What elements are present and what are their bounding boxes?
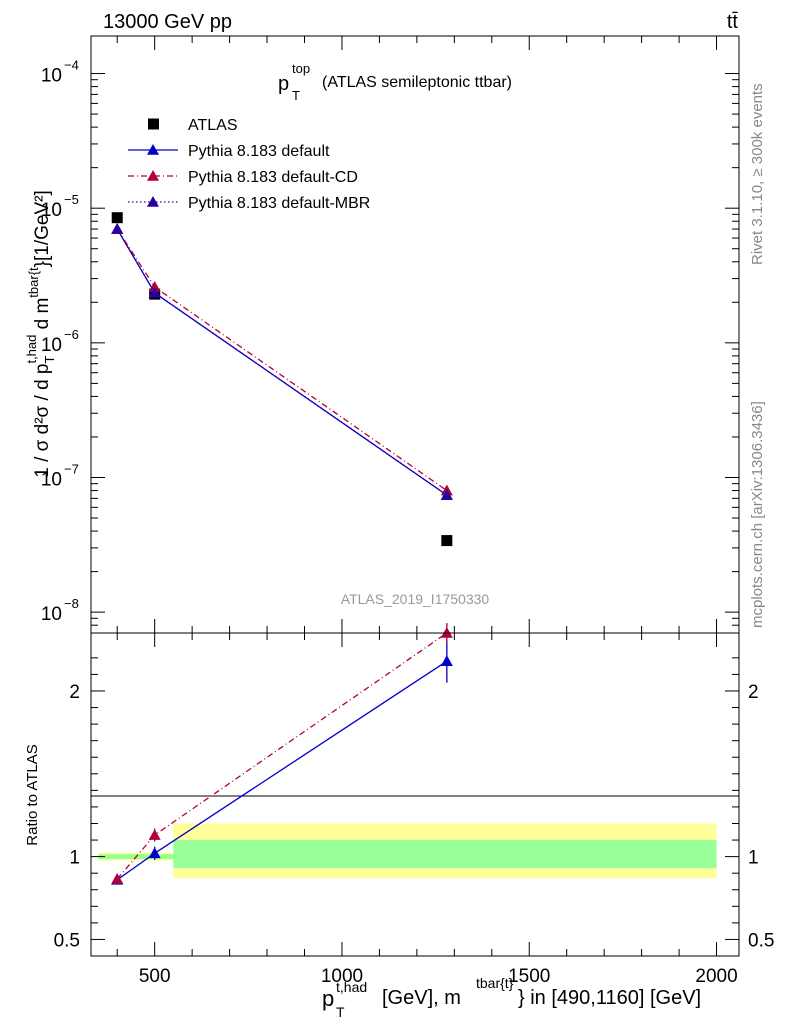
title-p: p xyxy=(278,73,289,95)
legend-label: Pythia 8.183 default-MBR xyxy=(188,195,370,212)
ratio-bands xyxy=(98,823,717,879)
main-y-tick-label: 10 xyxy=(41,604,62,625)
x-axis-label: p T t,had [GeV], m tbar{t} } in [490,116… xyxy=(322,975,701,1020)
ratio-plot-frame xyxy=(90,632,740,957)
series-line-solid xyxy=(116,228,448,496)
ratio-y-axis: 0.5 0.5 1 1 2 2 xyxy=(54,657,774,951)
ratio-x-axis: 500 1000 1500 2000 xyxy=(116,633,738,987)
x-tick-label: 2000 xyxy=(695,966,737,987)
main-y-tick-label: 10 xyxy=(41,200,62,221)
legend-label: Pythia 8.183 default xyxy=(188,143,330,160)
legend-marker-atlas xyxy=(148,118,159,130)
energy-label: 13000 GeV pp xyxy=(103,11,232,33)
series-line-dashdot xyxy=(116,228,448,492)
xlabel-mid: [GeV], m xyxy=(382,987,461,1009)
series-line-dotted xyxy=(116,228,448,496)
ratio-marker-dashdot xyxy=(440,627,453,638)
main-y-tick-label: 10 xyxy=(41,469,62,490)
analysis-label: ATLAS_2019_I1750330 xyxy=(341,591,490,607)
ratio-y-tick-label: 1 xyxy=(69,848,80,869)
x-tick-label: 1500 xyxy=(508,966,550,987)
title-sup: top xyxy=(292,61,310,76)
ratio-y-tick-label-right: 2 xyxy=(748,682,759,703)
main-y-tick-exp: −4 xyxy=(64,58,79,73)
legend-marker-solid xyxy=(147,144,159,155)
ratio-y-tick-label-right: 0.5 xyxy=(748,930,774,951)
series-marker-dotted xyxy=(148,286,161,298)
main-x-axis xyxy=(116,36,718,633)
plot-title: p top T (ATLAS semileptonic ttbar) xyxy=(278,61,512,103)
legend-label: ATLAS xyxy=(188,117,238,134)
ratio-y-tick-label: 2 xyxy=(69,682,80,703)
atlas-data-point xyxy=(441,535,453,547)
xlabel-sup: t,had xyxy=(336,979,367,995)
x-tick-label: 1000 xyxy=(321,966,363,987)
x-tick-label: 500 xyxy=(139,966,171,987)
ratio-marker-solid xyxy=(148,847,161,859)
xlabel-sup2: tbar{t} xyxy=(476,975,514,991)
source-label: mcplots.cern.ch [arXiv:1306.3436] xyxy=(749,401,766,628)
atlas-data-point xyxy=(111,212,123,224)
process-label: tt̄ xyxy=(727,11,739,33)
ratio-series xyxy=(111,623,453,885)
legend: ATLAS Pythia 8.183 default Pythia 8.183 de… xyxy=(128,117,370,212)
ratio-band-green xyxy=(173,840,717,869)
title-sub: T xyxy=(292,88,300,103)
xlabel-sub: T xyxy=(336,1004,345,1020)
ratio-marker-dashdot xyxy=(111,872,124,884)
main-y-tick-exp: −6 xyxy=(64,327,79,342)
main-series xyxy=(111,212,453,547)
series-marker-dashdot xyxy=(148,280,161,292)
title-rest: (ATLAS semileptonic ttbar) xyxy=(322,74,512,91)
series-marker-dotted xyxy=(440,489,453,500)
main-y-tick-exp: −8 xyxy=(64,596,79,611)
ratio-marker-dashdot xyxy=(148,829,161,840)
legend-label: Pythia 8.183 default-CD xyxy=(188,169,358,186)
ratio-marker-solid xyxy=(440,655,453,666)
main-y-tick-exp: −7 xyxy=(64,461,79,476)
main-y-tick-exp: −5 xyxy=(64,192,79,207)
main-y-axis: 10−410−510−610−710−8 xyxy=(41,58,739,634)
ratio-y-tick-label-right: 1 xyxy=(748,848,759,869)
ratio-y-tick-label: 0.5 xyxy=(54,930,80,951)
xlabel-rest: } in [490,1160] [GeV] xyxy=(518,987,701,1009)
ratio-ylabel: Ratio to ATLAS xyxy=(24,744,41,845)
rivet-label: Rivet 3.1.10, ≥ 300k events xyxy=(749,83,766,265)
legend-marker-dotted xyxy=(147,196,159,207)
main-y-tick-label: 10 xyxy=(41,335,62,356)
series-marker-dotted xyxy=(111,223,124,234)
xlabel-p: p xyxy=(322,986,334,1011)
legend-marker-dashdot xyxy=(147,170,159,181)
main-y-tick-label: 10 xyxy=(41,66,62,87)
